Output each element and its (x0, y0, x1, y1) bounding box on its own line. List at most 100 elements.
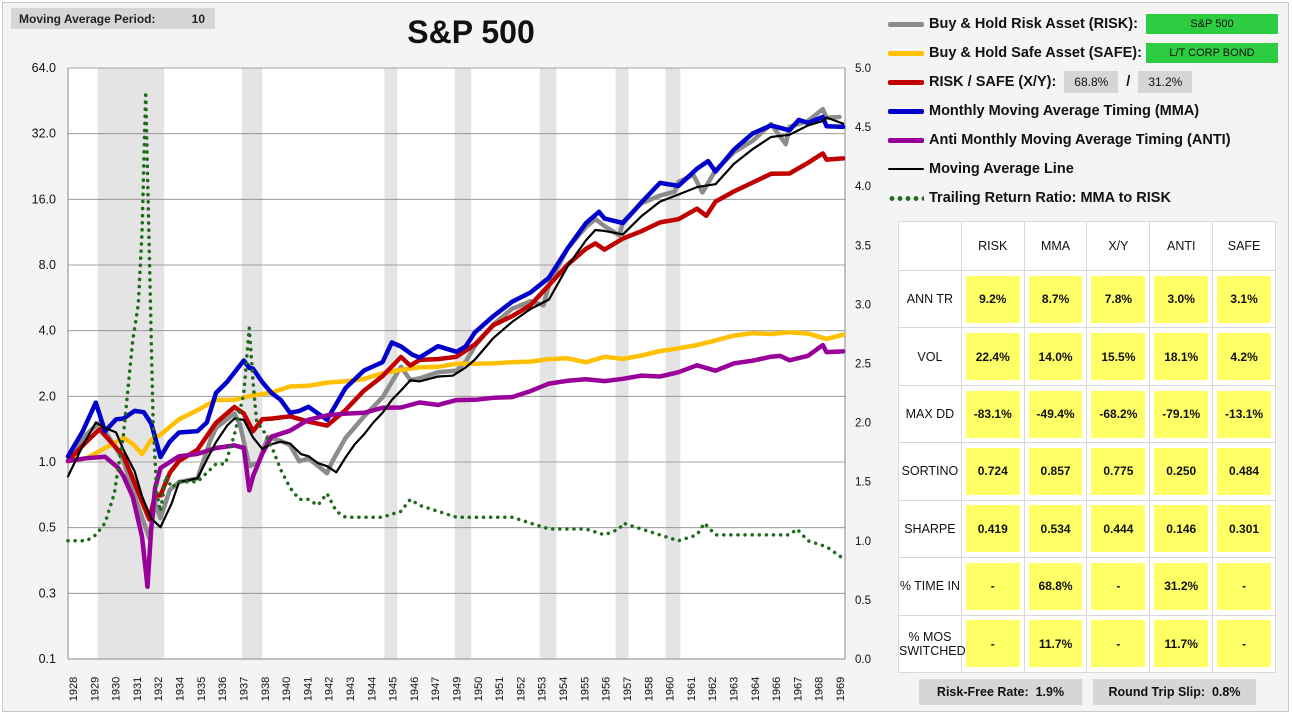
x-tick-label: 1945 (388, 677, 400, 701)
x-tick-label: 1949 (452, 677, 464, 701)
stats-row: ANN TR 9.2% 8.7% 7.8% 3.0% 3.1% (898, 269, 1276, 329)
x-tick-label: 1930 (111, 677, 123, 701)
stats-cell: 18.1% (1149, 327, 1214, 386)
legend-item-anti: Anti Monthly Moving Average Timing (ANTI… (888, 128, 1231, 152)
stats-col-header: ANTI (1149, 221, 1214, 271)
stats-value: -83.1% (965, 390, 1020, 438)
stats-col-header: RISK (960, 221, 1025, 271)
x-tick-label: 1952 (515, 677, 527, 701)
y2-tick-label: 1.0 (855, 536, 871, 548)
stats-row: SORTINO 0.724 0.857 0.775 0.250 0.484 (898, 442, 1276, 501)
stats-cell: 11.7% (1149, 614, 1214, 674)
slip-label: Round Trip Slip: (1108, 685, 1206, 699)
x-tick-label: 1969 (835, 677, 847, 701)
risk-weight-box[interactable]: 68.8% (1064, 71, 1119, 93)
stats-value: -13.1% (1217, 390, 1271, 438)
stats-value: - (965, 620, 1020, 668)
legend-item-xy: RISK / SAFE (X/Y): 68.8% / 31.2% (888, 70, 1193, 94)
series-line-xy (65, 151, 846, 522)
stats-cell: 15.5% (1086, 327, 1151, 386)
stats-row-label: % TIME IN (898, 557, 962, 616)
y2-tick-label: 3.0 (855, 299, 871, 311)
stats-cell: 0.724 (960, 442, 1025, 501)
x-tick-label: 1967 (792, 677, 804, 701)
x-tick-label: 1963 (728, 677, 740, 701)
risk-free-label: Risk-Free Rate: (936, 685, 1029, 699)
stats-cell: - (960, 614, 1025, 674)
y-tick-label: 1.0 (39, 455, 56, 469)
stats-value: 0.534 (1028, 505, 1083, 553)
anti-line-swatch (888, 137, 924, 143)
legend-item-safe: Buy & Hold Safe Asset (SAFE): (888, 41, 1142, 65)
x-tick-label: 1944 (366, 677, 378, 701)
risk-free-value: 1.9% (1035, 685, 1065, 699)
y-tick-label: 0.1 (39, 652, 56, 666)
stats-value: 22.4% (965, 333, 1020, 381)
legend-item-ma: Moving Average Line (888, 157, 1074, 181)
y-tick-label: 16.0 (32, 192, 56, 206)
legend-item-risk: Buy & Hold Risk Asset (RISK): (888, 12, 1138, 36)
recession-band (539, 68, 557, 659)
stats-cell: - (1212, 557, 1276, 616)
x-tick-label: 1928 (68, 677, 80, 701)
safe-asset-badge[interactable]: L/T CORP BOND (1146, 43, 1278, 63)
stats-cell: 8.7% (1023, 269, 1088, 329)
safe-weight-box[interactable]: 31.2% (1138, 71, 1193, 93)
stats-cell: - (1086, 557, 1151, 616)
stats-value: 8.7% (1028, 275, 1083, 323)
stats-col-header: MMA (1023, 221, 1088, 271)
legend-item-ratio: Trailing Return Ratio: MMA to RISK (888, 186, 1171, 210)
ratio-dotted-swatch (888, 195, 924, 201)
recession-band (384, 68, 398, 659)
moving-average-value[interactable]: 10 (191, 11, 205, 26)
stats-value: - (1217, 562, 1271, 610)
y-tick-label: 4.0 (39, 324, 56, 338)
legend-ma-label: Moving Average Line (929, 161, 1074, 177)
x-tick-label: 1932 (153, 677, 165, 701)
x-tick-label: 1943 (345, 677, 357, 701)
stats-cell: 0.146 (1149, 499, 1214, 559)
x-tick-label: 1966 (771, 677, 783, 701)
stats-cell: -13.1% (1212, 384, 1276, 444)
stats-value: - (1091, 620, 1146, 668)
x-tick-label: 1940 (281, 677, 293, 701)
x-tick-label: 1960 (665, 677, 677, 701)
x-tick-label: 1961 (686, 677, 698, 701)
stats-cell: - (960, 557, 1025, 616)
stats-value: 11.7% (1154, 620, 1209, 668)
stats-cell: 0.250 (1149, 442, 1214, 501)
stats-value: 7.8% (1091, 275, 1146, 323)
risk-free-rate[interactable]: Risk-Free Rate: 1.9% (919, 679, 1082, 705)
risk-asset-badge[interactable]: S&P 500 (1146, 14, 1278, 34)
legend-risk-label: Buy & Hold Risk Asset (RISK): (929, 16, 1138, 32)
slip-value: 0.8% (1211, 685, 1241, 699)
stats-value: 0.146 (1154, 505, 1209, 553)
moving-average-period[interactable]: Moving Average Period: 10 (11, 8, 215, 29)
x-tick-label: 1941 (302, 677, 314, 701)
x-tick-label: 1937 (238, 677, 250, 701)
stats-cell: 0.444 (1086, 499, 1151, 559)
stats-cell: 11.7% (1023, 614, 1088, 674)
x-tick-label: 1935 (196, 677, 208, 701)
stats-value: 18.1% (1154, 333, 1209, 381)
y2-tick-label: 4.0 (855, 181, 871, 193)
x-tick-label: 1942 (324, 677, 336, 701)
x-tick-label: 1946 (409, 677, 421, 701)
y2-tick-label: 2.0 (855, 418, 871, 430)
stats-value: 0.444 (1091, 505, 1146, 553)
stats-cell: 31.2% (1149, 557, 1214, 616)
stats-value: 9.2% (965, 275, 1020, 323)
stats-value: 0.484 (1217, 447, 1271, 495)
stats-value: 14.0% (1028, 333, 1083, 381)
stats-value: 68.8% (1028, 562, 1083, 610)
stats-row: % MOS SWITCHED -11.7% -11.7% - (898, 614, 1276, 674)
series-line-ratio (66, 89, 845, 561)
x-tick-label: 1954 (558, 677, 570, 701)
y2-tick-label: 4.5 (855, 122, 871, 134)
x-tick-label: 1931 (132, 677, 144, 701)
stats-cell: 0.484 (1212, 442, 1276, 501)
y-tick-label: 8.0 (39, 258, 56, 272)
legend-anti-label: Anti Monthly Moving Average Timing (ANTI… (929, 132, 1231, 148)
round-trip-slip[interactable]: Round Trip Slip: 0.8% (1093, 679, 1256, 705)
legend-safe-label: Buy & Hold Safe Asset (SAFE): (929, 45, 1142, 61)
